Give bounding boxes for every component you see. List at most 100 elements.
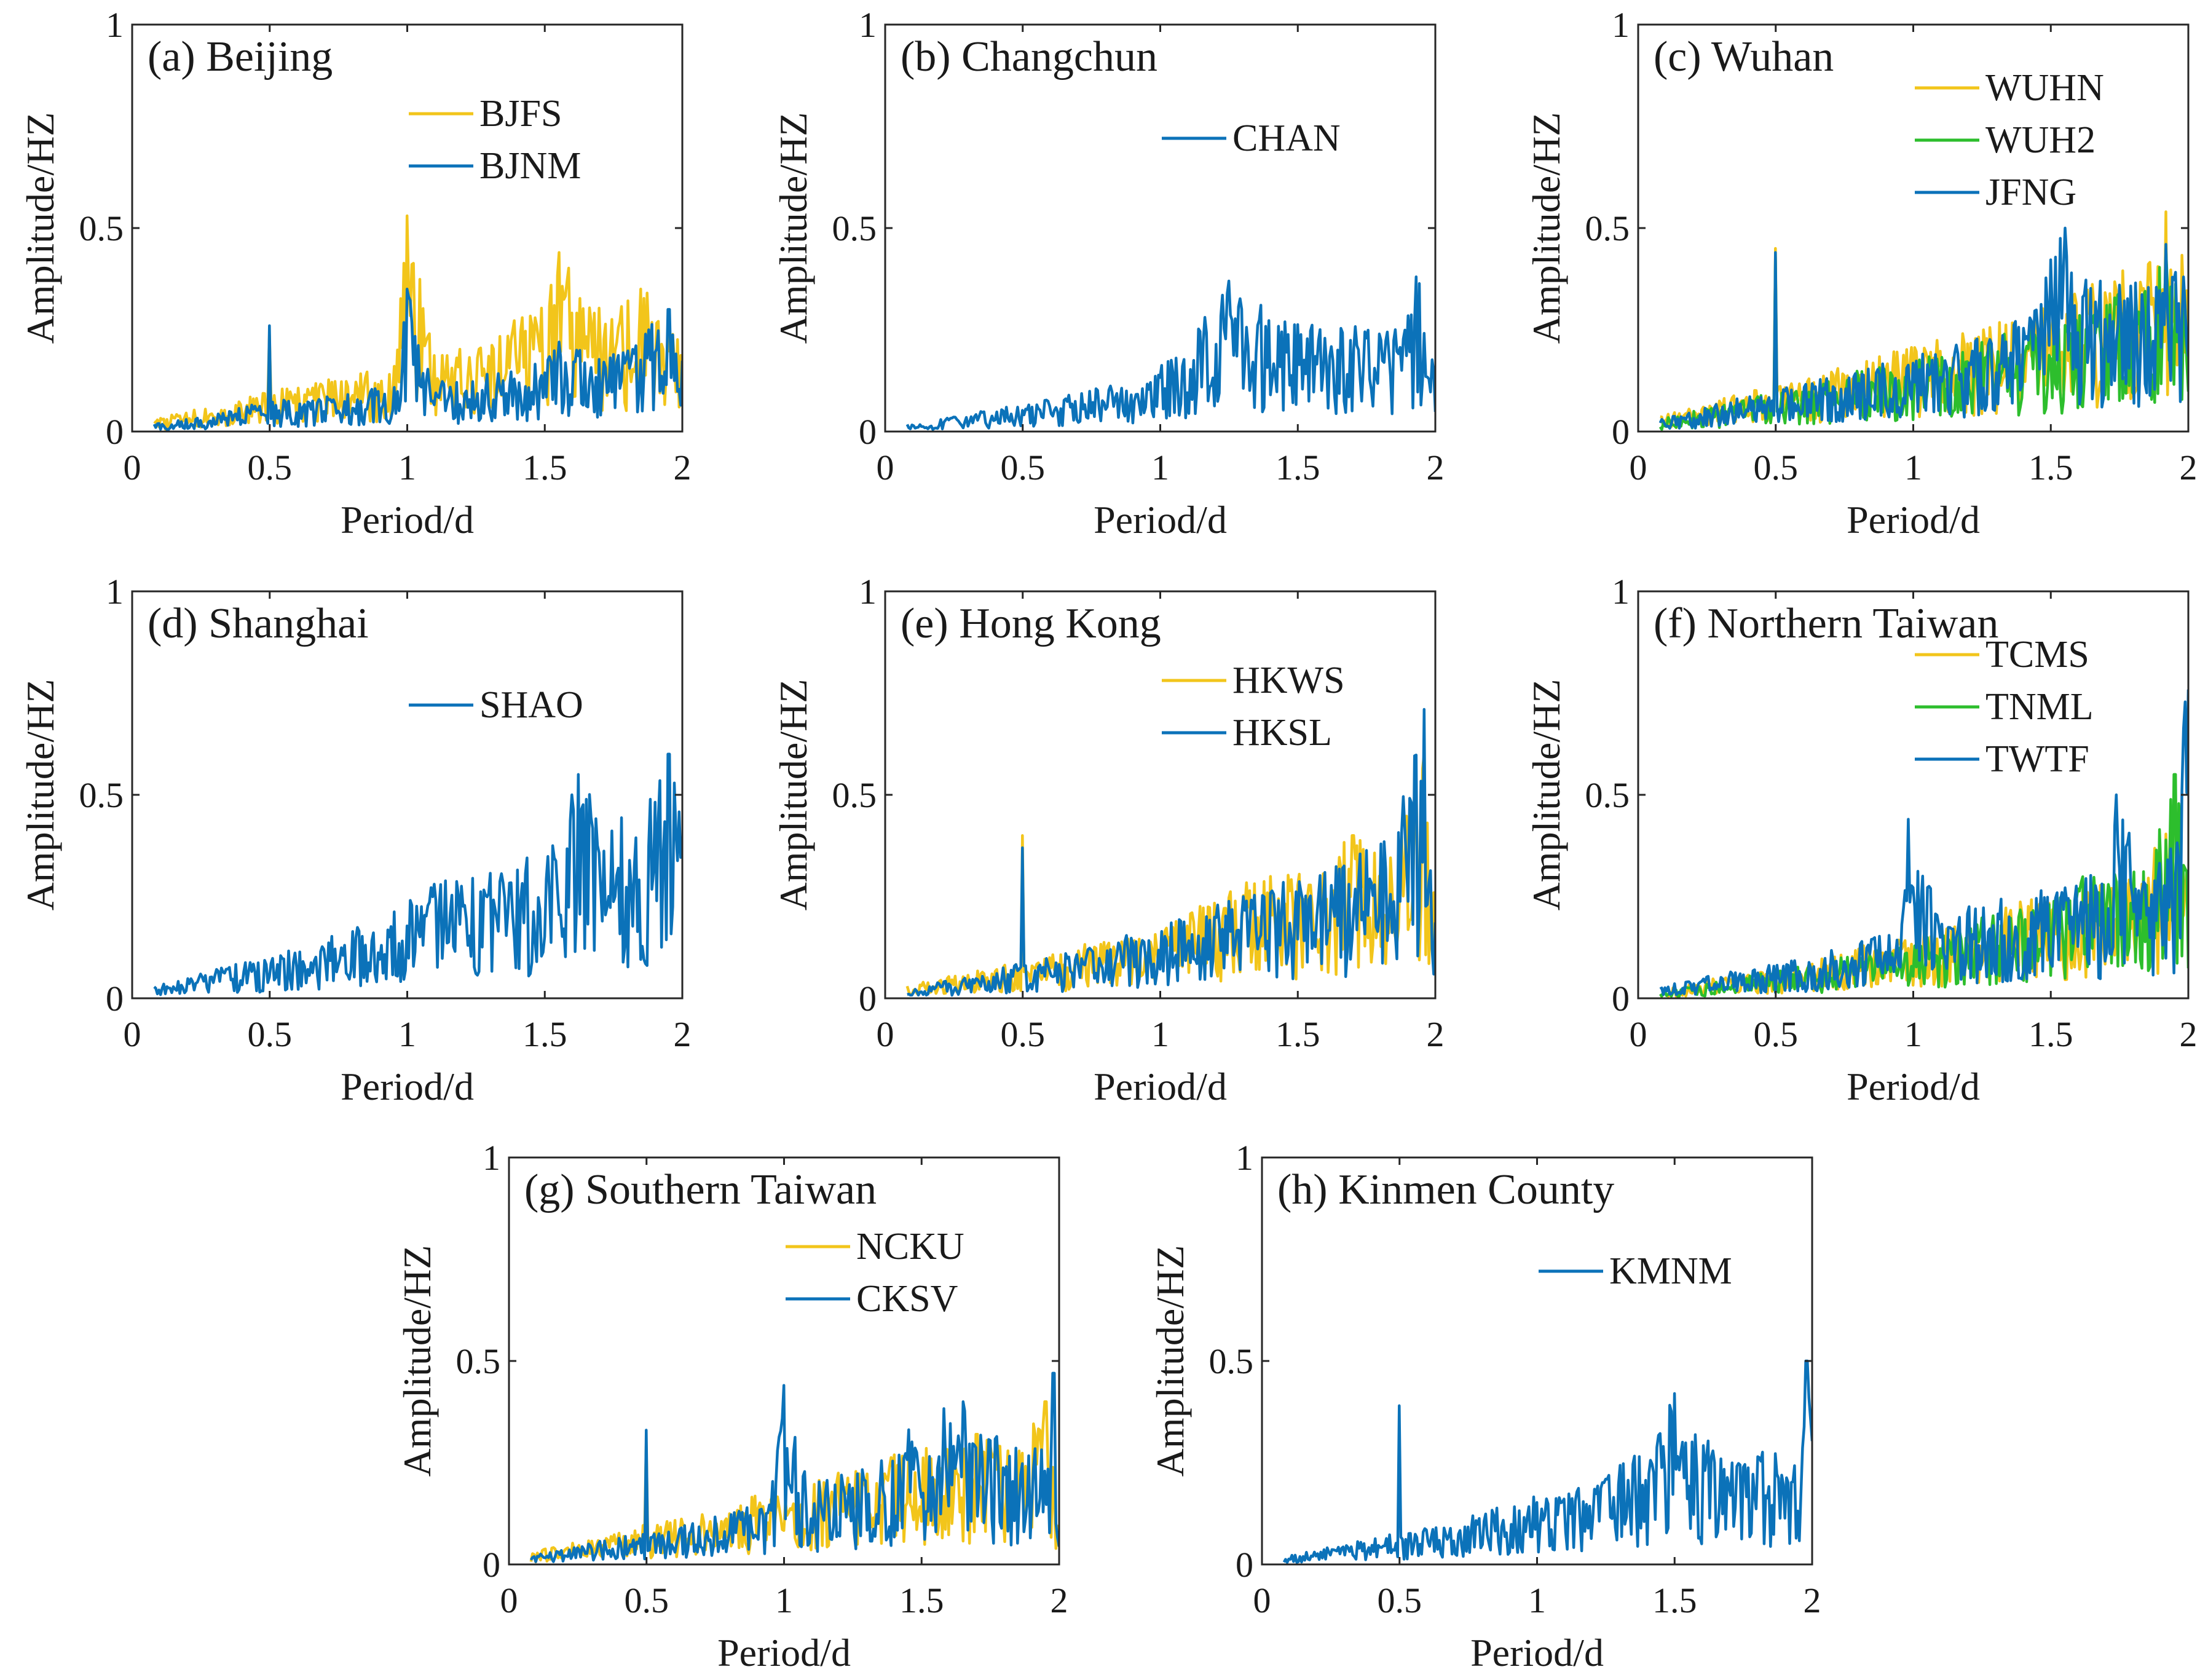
legend-label-shao: SHAO xyxy=(479,684,583,726)
legend-label-cksv: CKSV xyxy=(856,1278,958,1320)
series-line-hksl xyxy=(907,708,1435,997)
y-tick-label: 1 xyxy=(859,572,877,612)
x-tick-label: 0 xyxy=(877,448,894,487)
x-tick-label: 1 xyxy=(1528,1580,1546,1620)
panel-title: (g) Southern Taiwan xyxy=(524,1166,877,1213)
plot-series xyxy=(1658,210,2188,431)
legend-label-wuh2: WUH2 xyxy=(1985,119,2096,161)
x-tick-label: 1.5 xyxy=(2029,1014,2073,1054)
legend: TCMS TNML TWTF xyxy=(1915,634,2094,780)
y-tick-label: 0 xyxy=(106,412,124,452)
legend: WUHN WUH2 JFNG xyxy=(1915,67,2104,213)
y-tick-label: 0 xyxy=(1612,979,1630,1019)
x-tick-label: 0.5 xyxy=(1754,1014,1799,1054)
x-tick-label: 1 xyxy=(1904,1014,1922,1054)
legend-label-hksl: HKSL xyxy=(1232,712,1332,754)
series-line-bjnm xyxy=(152,288,682,431)
x-axis-label: Period/d xyxy=(341,1065,474,1108)
legend: HKWS HKSL xyxy=(1162,660,1345,754)
x-tick-label: 0.5 xyxy=(248,1014,293,1054)
x-tick-label: 2 xyxy=(2180,1014,2198,1054)
x-tick-label: 1 xyxy=(398,1014,416,1054)
legend-label-tcms: TCMS xyxy=(1985,634,2089,676)
legend-label-bjnm: BJNM xyxy=(479,145,581,187)
x-tick-label: 2 xyxy=(1427,448,1445,487)
x-tick-label: 2 xyxy=(674,448,692,487)
x-tick-label: 2 xyxy=(674,1014,692,1054)
panel-title: (c) Wuhan xyxy=(1654,33,1834,81)
x-tick-label: 1.5 xyxy=(522,448,567,487)
x-axis-label: Period/d xyxy=(1847,498,1980,542)
x-tick-label: 0 xyxy=(1253,1580,1271,1620)
y-axis-label: Amplitude/HZ xyxy=(1148,1245,1192,1477)
panel-title: (d) Shanghai xyxy=(148,600,369,647)
x-axis-label: Period/d xyxy=(1847,1065,1980,1108)
y-tick-label: 0.5 xyxy=(832,208,877,248)
series-line-kmnm xyxy=(1282,1359,1812,1564)
plot-series xyxy=(152,214,682,431)
x-tick-label: 1 xyxy=(775,1580,793,1620)
x-tick-label: 0.5 xyxy=(248,448,293,487)
y-tick-label: 1 xyxy=(859,5,877,45)
legend-label-bjfs: BJFS xyxy=(479,93,562,135)
x-axis-label: Period/d xyxy=(1094,1065,1227,1108)
panel-g: 0 0.5 1 1.5 2 0 0.5 1 Period/d Amplitude/HZ (g) So… xyxy=(395,1138,1068,1674)
x-tick-label: 0.5 xyxy=(1378,1580,1422,1620)
y-tick-label: 1 xyxy=(483,1138,500,1178)
x-axis-label: Period/d xyxy=(1470,1631,1604,1674)
legend: CHAN xyxy=(1162,117,1341,159)
y-tick-label: 1 xyxy=(1612,5,1630,45)
y-axis-label: Amplitude/HZ xyxy=(18,112,62,344)
plot-series xyxy=(153,752,682,996)
y-tick-label: 0.5 xyxy=(1585,208,1630,248)
legend-label-wuhn: WUHN xyxy=(1985,67,2104,109)
x-tick-label: 1.5 xyxy=(522,1014,567,1054)
legend: NCKU CKSV xyxy=(786,1226,964,1320)
x-tick-label: 1.5 xyxy=(899,1580,944,1620)
y-axis-label: Amplitude/HZ xyxy=(1524,112,1568,344)
y-tick-label: 0 xyxy=(859,979,877,1019)
x-tick-label: 1.5 xyxy=(1652,1580,1697,1620)
panel-a: 0 0.5 1 1.5 2 0 0.5 1 Period/d Amplitude/HZ (a) Be… xyxy=(18,5,692,542)
x-tick-label: 0 xyxy=(500,1580,518,1620)
panel-c: 0 0.5 1 1.5 2 0 0.5 1 Period/d Amplitude/HZ (c) Wu… xyxy=(1524,5,2198,542)
x-tick-label: 1.5 xyxy=(1276,448,1320,487)
y-tick-label: 0.5 xyxy=(1209,1341,1254,1381)
panel-title: (f) Northern Taiwan xyxy=(1654,600,1998,647)
y-tick-label: 1 xyxy=(106,5,124,45)
legend-label-twtf: TWTF xyxy=(1985,738,2089,780)
y-axis-label: Amplitude/HZ xyxy=(771,112,815,344)
plot-series xyxy=(1282,1359,1812,1564)
x-tick-label: 1.5 xyxy=(2029,448,2073,487)
y-tick-label: 0 xyxy=(1612,412,1630,452)
series-line-jfng xyxy=(1658,226,2188,430)
x-tick-label: 0.5 xyxy=(1754,448,1799,487)
x-tick-label: 1 xyxy=(398,448,416,487)
x-tick-label: 1 xyxy=(1151,1014,1169,1054)
y-tick-label: 0.5 xyxy=(79,775,124,815)
y-tick-label: 0.5 xyxy=(456,1341,501,1381)
y-tick-label: 0 xyxy=(483,1545,500,1585)
legend: KMNM xyxy=(1539,1250,1732,1292)
panel-title: (a) Beijing xyxy=(148,33,333,81)
legend-label-chan: CHAN xyxy=(1232,117,1341,159)
series-line-chan xyxy=(905,275,1435,431)
x-axis-label: Period/d xyxy=(341,498,474,542)
x-axis-label: Period/d xyxy=(717,1631,851,1674)
y-tick-label: 1 xyxy=(1236,1138,1253,1178)
panel-f: 0 0.5 1 1.5 2 0 0.5 1 Period/d Amplitude/HZ (f) No… xyxy=(1524,572,2198,1108)
x-axis-label: Period/d xyxy=(1094,498,1227,542)
x-tick-label: 2 xyxy=(1051,1580,1068,1620)
y-axis-label: Amplitude/HZ xyxy=(1524,679,1568,911)
x-tick-label: 0 xyxy=(877,1014,894,1054)
x-tick-label: 0.5 xyxy=(625,1580,669,1620)
panel-e: 0 0.5 1 1.5 2 0 0.5 1 Period/d Amplitude/HZ (e) Ho… xyxy=(771,572,1445,1108)
panel-b: 0 0.5 1 1.5 2 0 0.5 1 Period/d Amplitude/HZ (b) Ch… xyxy=(771,5,1445,542)
legend-label-hkws: HKWS xyxy=(1232,660,1345,701)
panel-h: 0 0.5 1 1.5 2 0 0.5 1 Period/d Amplitude/HZ (h) Ki… xyxy=(1148,1138,1821,1674)
legend-label-ncku: NCKU xyxy=(856,1226,964,1268)
y-tick-label: 0.5 xyxy=(79,208,124,248)
legend-label-kmnm: KMNM xyxy=(1609,1250,1732,1292)
panel-title: (e) Hong Kong xyxy=(901,600,1161,647)
